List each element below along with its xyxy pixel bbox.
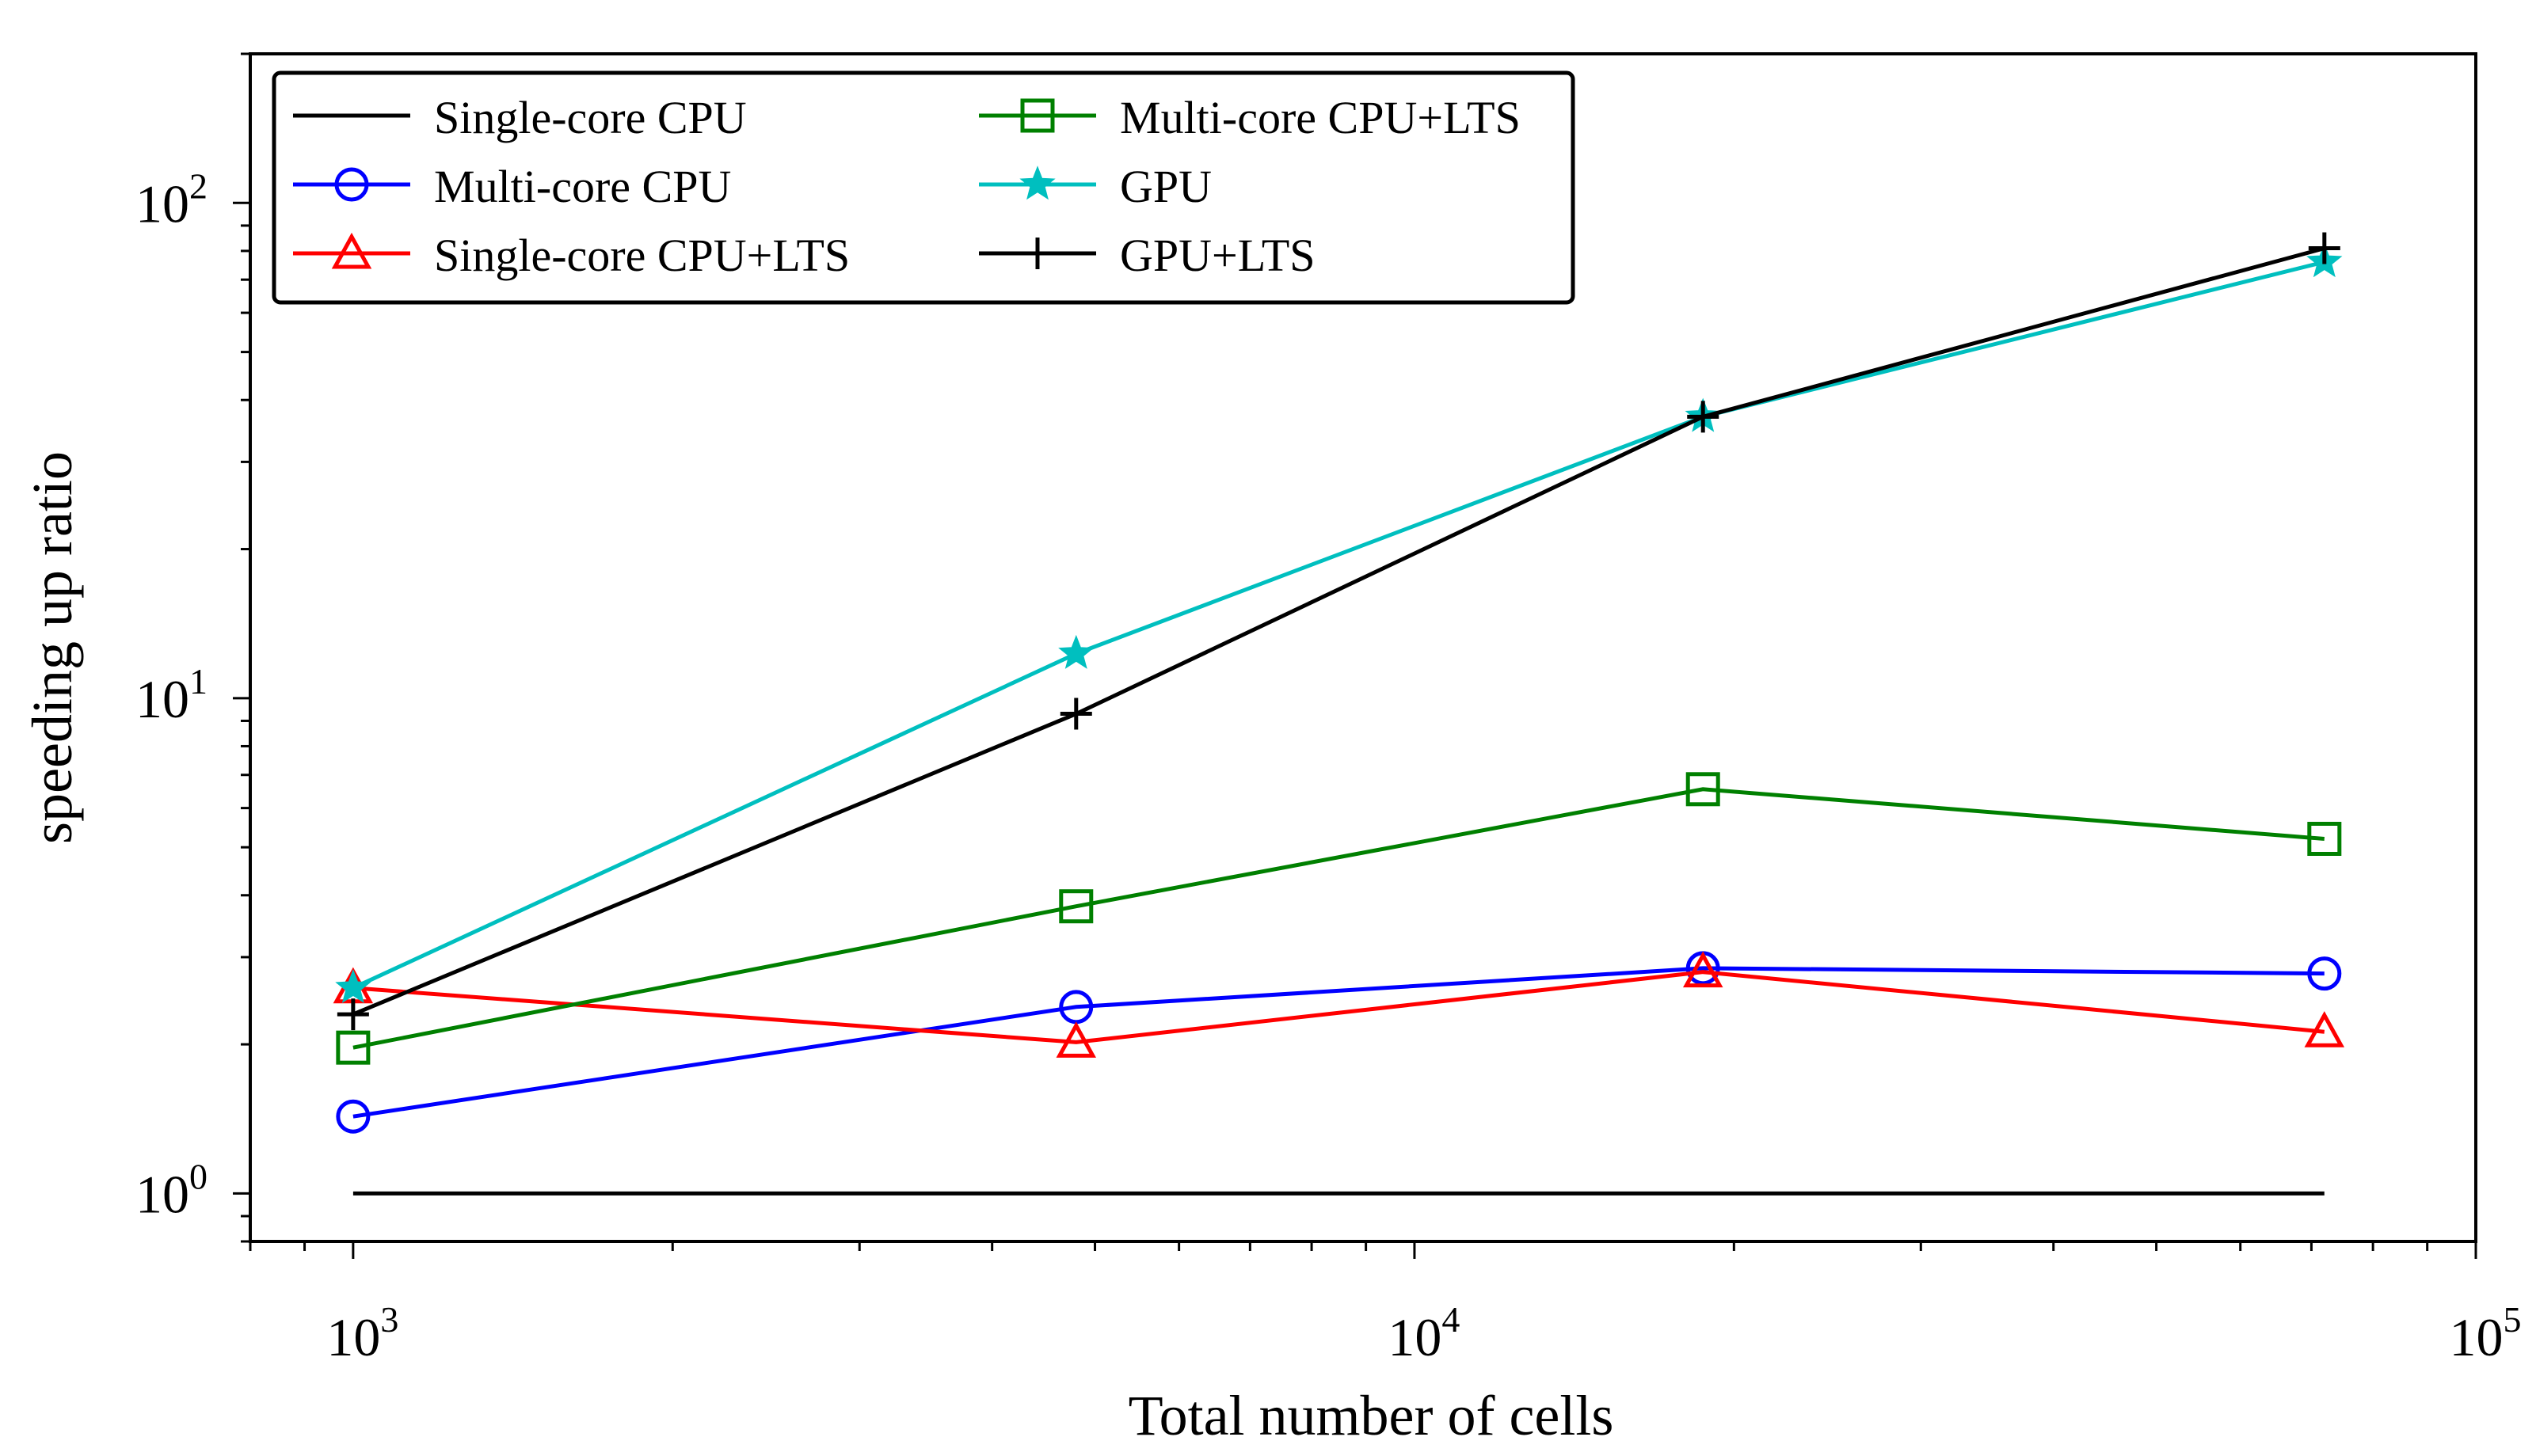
- x-tick-label-exponent: 3: [380, 1299, 398, 1340]
- data-point: [1687, 401, 1719, 433]
- legend-box: [272, 70, 1575, 305]
- legend-label: Multi-core CPU: [434, 161, 731, 212]
- series-line: [352, 260, 2325, 990]
- x-tick-label: 105: [2450, 1299, 2522, 1367]
- data-point: [1682, 951, 1723, 988]
- y-tick-label-exponent: 0: [189, 1156, 208, 1196]
- data-point: [2304, 1011, 2345, 1047]
- x-tick-label-exponent: 5: [2504, 1299, 2522, 1340]
- legend: Single-core CPU Multi-core CPU Single-core…: [272, 70, 1575, 305]
- legend-marker: [1022, 238, 1053, 269]
- legend-label: GPU+LTS: [1120, 230, 1316, 281]
- legend-items: Single-core CPU Multi-core CPU Single-core…: [293, 92, 1521, 281]
- data-point: [2307, 956, 2342, 991]
- data-point: [1056, 1021, 1097, 1058]
- series-4: [336, 772, 2342, 1065]
- legend-label: GPU: [1120, 161, 1212, 212]
- y-tick-label: 102: [135, 165, 208, 234]
- legend-item: Single-core CPU: [293, 92, 747, 143]
- y-tick-label: 100: [135, 1156, 208, 1224]
- legend-marker: [331, 232, 372, 269]
- legend-marker: [334, 167, 369, 202]
- x-axis-label: Total number of cells: [1129, 1384, 1614, 1447]
- x-tick-label-exponent: 4: [1441, 1299, 1460, 1340]
- x-tick-label-base: 10: [2450, 1307, 2504, 1367]
- series-line: [352, 970, 2325, 1044]
- y-tick-label-exponent: 1: [189, 661, 208, 701]
- data-point: [2307, 821, 2342, 856]
- data-point: [1058, 634, 1095, 669]
- legend-item: GPU+LTS: [979, 230, 1316, 281]
- plot-frame: [249, 52, 2477, 1243]
- series-line: [352, 787, 2325, 1050]
- data-point: [1059, 889, 1094, 924]
- legend-item: Multi-core CPU+LTS: [979, 92, 1521, 143]
- legend-marker: [1019, 165, 1056, 200]
- y-tick-label-base: 10: [135, 173, 189, 234]
- data-point: [1685, 772, 1720, 807]
- series-6: [337, 232, 2340, 1031]
- series-2: [336, 951, 2342, 1134]
- y-tick-label: 101: [135, 661, 208, 729]
- series-line: [352, 966, 2325, 1119]
- data-point: [337, 998, 369, 1031]
- series-5: [335, 243, 2343, 1004]
- series-layer: [333, 232, 2345, 1196]
- y-tick-label-base: 10: [135, 669, 189, 729]
- data-point: [2308, 232, 2340, 264]
- legend-label: Single-core CPU: [434, 92, 747, 143]
- legend-item: GPU: [979, 161, 1212, 212]
- y-axis-label: speeding up ratio: [21, 451, 84, 844]
- data-point: [1060, 698, 1092, 730]
- legend-item: Multi-core CPU: [293, 161, 731, 212]
- y-tick-label-base: 10: [135, 1164, 189, 1224]
- data-point: [335, 969, 371, 1004]
- x-axis-ticks: 103 104 105: [249, 1241, 2522, 1367]
- x-tick-label: 103: [326, 1299, 398, 1367]
- series-line: [352, 246, 2325, 1017]
- y-tick-label-exponent: 2: [189, 165, 208, 206]
- legend-marker: [1020, 98, 1055, 133]
- legend-label: Single-core CPU+LTS: [434, 230, 850, 281]
- data-point: [336, 1099, 371, 1134]
- legend-item: Single-core CPU+LTS: [293, 230, 850, 281]
- x-tick-label-base: 10: [326, 1307, 380, 1367]
- x-tick-label-base: 10: [1388, 1307, 1441, 1367]
- x-tick-label: 104: [1388, 1299, 1460, 1367]
- data-point: [336, 1030, 371, 1065]
- legend-label: Multi-core CPU+LTS: [1120, 92, 1521, 143]
